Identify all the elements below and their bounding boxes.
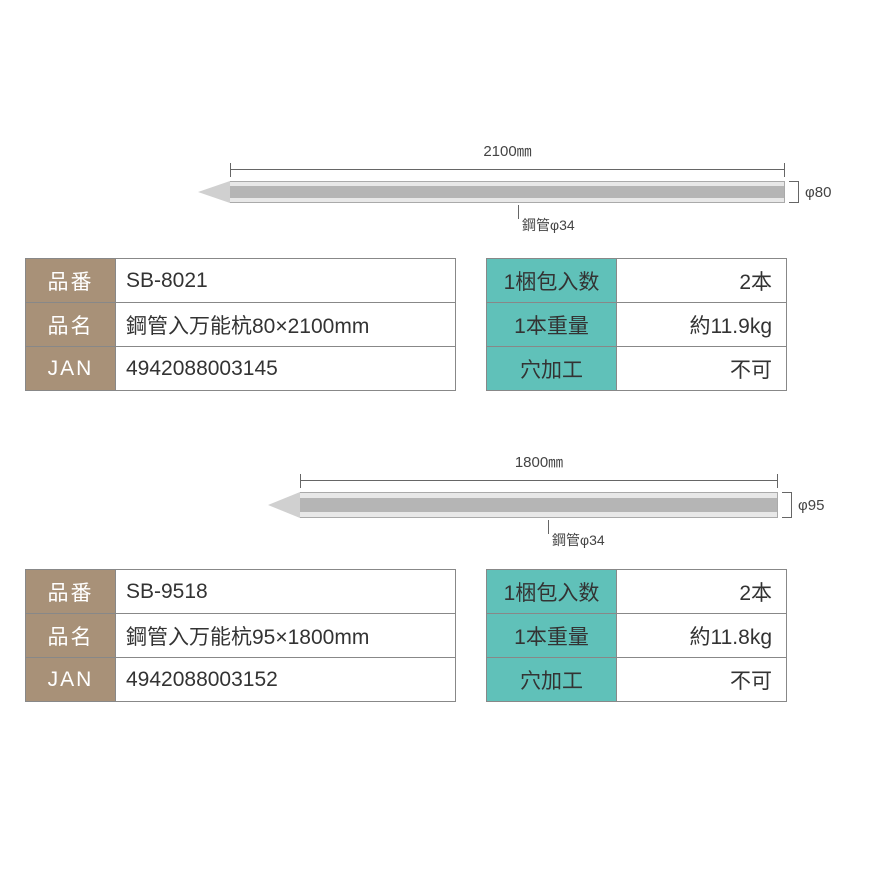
stake-diagram: 1800㎜ φ95 鋼管φ34 xyxy=(268,451,838,548)
length-dimension-label: 1800㎜ xyxy=(300,451,778,472)
diameter-bracket xyxy=(782,492,792,518)
table-row: 穴加工 不可 xyxy=(487,658,787,702)
spec-table-left: 品番 SB-9518 品名 鋼管入万能杭95×1800mm JAN 494208… xyxy=(25,569,456,702)
value-product-number: SB-9518 xyxy=(116,570,456,614)
table-row: 1梱包入数 2本 xyxy=(487,259,787,303)
label-pack-qty: 1梱包入数 xyxy=(487,259,617,303)
stake-body xyxy=(230,181,785,203)
value-pack-qty: 2本 xyxy=(617,259,787,303)
value-product-number: SB-8021 xyxy=(116,259,456,303)
diameter-bracket xyxy=(789,181,799,203)
value-hole: 不可 xyxy=(617,347,787,391)
label-hole: 穴加工 xyxy=(487,658,617,702)
leader-line xyxy=(548,520,549,534)
stake-body xyxy=(300,492,778,518)
length-dimension-line xyxy=(230,163,785,177)
label-hole: 穴加工 xyxy=(487,347,617,391)
diagram-area: 1800㎜ φ95 鋼管φ34 xyxy=(25,451,848,561)
value-hole: 不可 xyxy=(617,658,787,702)
table-row: 1本重量 約11.9kg xyxy=(487,303,787,347)
leader-line xyxy=(518,205,519,219)
stake-shape xyxy=(268,492,778,518)
pipe-label: 鋼管φ34 xyxy=(552,530,605,550)
diagram-area: 2100㎜ φ80 鋼管φ34 xyxy=(25,140,848,250)
value-jan: 4942088003145 xyxy=(116,347,456,391)
value-product-name: 鋼管入万能杭95×1800mm xyxy=(116,614,456,658)
table-row: JAN 4942088003145 xyxy=(26,347,456,391)
label-weight: 1本重量 xyxy=(487,614,617,658)
table-row: 穴加工 不可 xyxy=(487,347,787,391)
label-product-name: 品名 xyxy=(26,303,116,347)
spec-table-right: 1梱包入数 2本 1本重量 約11.8kg 穴加工 不可 xyxy=(486,569,787,702)
label-jan: JAN xyxy=(26,658,116,702)
stake-row: φ80 xyxy=(198,181,838,203)
stake-diagram: 2100㎜ φ80 鋼管φ34 xyxy=(198,140,838,233)
value-jan: 4942088003152 xyxy=(116,658,456,702)
label-pack-qty: 1梱包入数 xyxy=(487,570,617,614)
tables-row: 品番 SB-8021 品名 鋼管入万能杭80×2100mm JAN 494208… xyxy=(25,258,848,391)
table-row: JAN 4942088003152 xyxy=(26,658,456,702)
label-product-number: 品番 xyxy=(26,259,116,303)
label-product-name: 品名 xyxy=(26,614,116,658)
value-product-name: 鋼管入万能杭80×2100mm xyxy=(116,303,456,347)
product-block-1: 2100㎜ φ80 鋼管φ34 品番 SB-8021 品名 xyxy=(25,140,848,391)
pipe-leader: 鋼管φ34 xyxy=(198,205,838,233)
spec-table-right: 1梱包入数 2本 1本重量 約11.9kg 穴加工 不可 xyxy=(486,258,787,391)
table-row: 品名 鋼管入万能杭95×1800mm xyxy=(26,614,456,658)
length-dimension-line xyxy=(300,474,778,488)
stake-tip xyxy=(198,181,230,203)
table-row: 品番 SB-9518 xyxy=(26,570,456,614)
pipe-label: 鋼管φ34 xyxy=(522,215,575,235)
tables-row: 品番 SB-9518 品名 鋼管入万能杭95×1800mm JAN 494208… xyxy=(25,569,848,702)
label-product-number: 品番 xyxy=(26,570,116,614)
table-row: 品名 鋼管入万能杭80×2100mm xyxy=(26,303,456,347)
product-block-2: 1800㎜ φ95 鋼管φ34 品番 SB-9518 品名 xyxy=(25,451,848,702)
stake-tip xyxy=(268,492,300,518)
spec-table-left: 品番 SB-8021 品名 鋼管入万能杭80×2100mm JAN 494208… xyxy=(25,258,456,391)
table-row: 品番 SB-8021 xyxy=(26,259,456,303)
value-weight: 約11.9kg xyxy=(617,303,787,347)
table-row: 1本重量 約11.8kg xyxy=(487,614,787,658)
value-weight: 約11.8kg xyxy=(617,614,787,658)
value-pack-qty: 2本 xyxy=(617,570,787,614)
pipe-leader: 鋼管φ34 xyxy=(268,520,838,548)
label-jan: JAN xyxy=(26,347,116,391)
stake-row: φ95 xyxy=(268,492,838,518)
table-row: 1梱包入数 2本 xyxy=(487,570,787,614)
length-dimension-label: 2100㎜ xyxy=(230,140,785,161)
diameter-label: φ95 xyxy=(798,497,824,514)
stake-shape xyxy=(198,181,785,203)
label-weight: 1本重量 xyxy=(487,303,617,347)
diameter-label: φ80 xyxy=(805,184,831,201)
